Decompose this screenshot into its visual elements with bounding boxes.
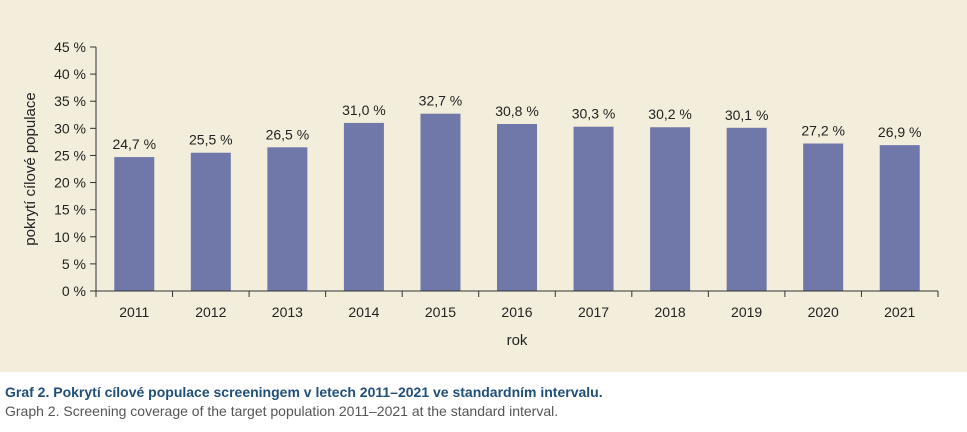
y-tick-label: 40 % xyxy=(54,66,86,82)
y-axis-ticks: 0 % 5 % 10 % 15 % 20 % 25 % 30 % 35 % 40 % 45 % xyxy=(54,39,96,299)
bar xyxy=(420,113,461,292)
bar-value-label: 30,3 % xyxy=(572,106,616,122)
x-tick-label: 2018 xyxy=(655,304,686,320)
y-axis-label: pokrytí cílové populace xyxy=(22,92,39,245)
x-tick-label: 2019 xyxy=(731,304,762,320)
x-tick-label: 2016 xyxy=(501,304,532,320)
y-tick-label: 0 % xyxy=(62,283,86,299)
bar xyxy=(573,126,614,291)
bar xyxy=(803,143,844,291)
x-axis-ticks: 2011 2012 2013 2014 2015 2016 2017 2018 2019 2020… xyxy=(95,291,939,320)
bar xyxy=(190,152,231,291)
bar-value-label: 30,2 % xyxy=(648,106,692,122)
bar-value-label: 31,0 % xyxy=(342,102,386,118)
y-tick-label: 20 % xyxy=(54,175,86,191)
x-tick-label: 2020 xyxy=(808,304,839,320)
x-tick-label: 2015 xyxy=(425,304,456,320)
y-tick-label: 25 % xyxy=(54,147,86,163)
bar-chart: 0 % 5 % 10 % 15 % 20 % 25 % 30 % 35 % 40 % 45 % 2… xyxy=(22,39,939,349)
caption-english: Graph 2. Screening coverage of the targe… xyxy=(5,403,559,419)
bar-value-label: 26,9 % xyxy=(878,124,922,140)
figure-caption: Graf 2. Pokrytí cílové populace screenin… xyxy=(5,383,960,421)
y-tick-label: 10 % xyxy=(54,229,86,245)
caption-czech: Graf 2. Pokrytí cílové populace screenin… xyxy=(5,384,603,400)
x-tick-label: 2021 xyxy=(884,304,915,320)
y-tick-label: 5 % xyxy=(62,256,86,272)
bar xyxy=(343,122,384,292)
bar-value-label: 30,1 % xyxy=(725,107,769,123)
y-tick-label: 30 % xyxy=(54,120,86,136)
bar xyxy=(726,127,767,292)
x-axis-label: rok xyxy=(507,332,528,349)
bar xyxy=(267,147,308,291)
bar xyxy=(114,157,155,291)
bar-value-label: 26,5 % xyxy=(266,126,310,142)
bar-value-label: 27,2 % xyxy=(801,123,845,139)
bar-value-label: 25,5 % xyxy=(189,132,233,148)
x-tick-label: 2017 xyxy=(578,304,609,320)
y-tick-label: 45 % xyxy=(54,39,86,55)
bar-value-label: 24,7 % xyxy=(112,136,156,152)
x-tick-label: 2014 xyxy=(348,304,379,320)
bar xyxy=(879,145,920,291)
x-tick-label: 2011 xyxy=(119,304,149,320)
bar-value-labels: 24,7 % 25,5 % 26,5 % 31,0 % 32,7 % 30,8 % 30,3… xyxy=(112,93,921,152)
bar xyxy=(650,127,691,291)
bars xyxy=(114,113,920,292)
x-tick-label: 2012 xyxy=(195,304,226,320)
bar-value-label: 32,7 % xyxy=(419,93,463,109)
chart-panel: 0 % 5 % 10 % 15 % 20 % 25 % 30 % 35 % 40 % 45 % 2… xyxy=(0,0,967,372)
bar xyxy=(497,123,537,292)
bar-value-label: 30,8 % xyxy=(495,103,539,119)
x-tick-label: 2013 xyxy=(272,304,303,320)
y-tick-label: 35 % xyxy=(54,93,86,109)
y-tick-label: 15 % xyxy=(54,202,86,218)
